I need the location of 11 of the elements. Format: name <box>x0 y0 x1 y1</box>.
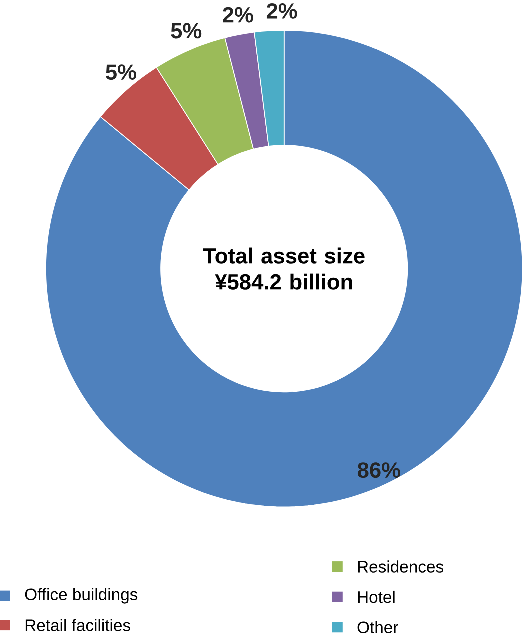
data-label: 5% <box>171 23 202 39</box>
data-label: 86% <box>358 462 400 478</box>
data-label: 2% <box>266 3 298 19</box>
legend-label: Other <box>358 621 398 634</box>
data-label: 5% <box>106 64 136 80</box>
legend-label: Retail facilities <box>26 619 130 632</box>
text: Total asset size ¥584.2 billion <box>203 248 365 290</box>
legend-label: Residences <box>358 560 444 573</box>
legend-label: Hotel <box>358 590 395 604</box>
legend-label: Office buildings <box>25 588 138 604</box>
data-label: 2% <box>223 7 254 23</box>
